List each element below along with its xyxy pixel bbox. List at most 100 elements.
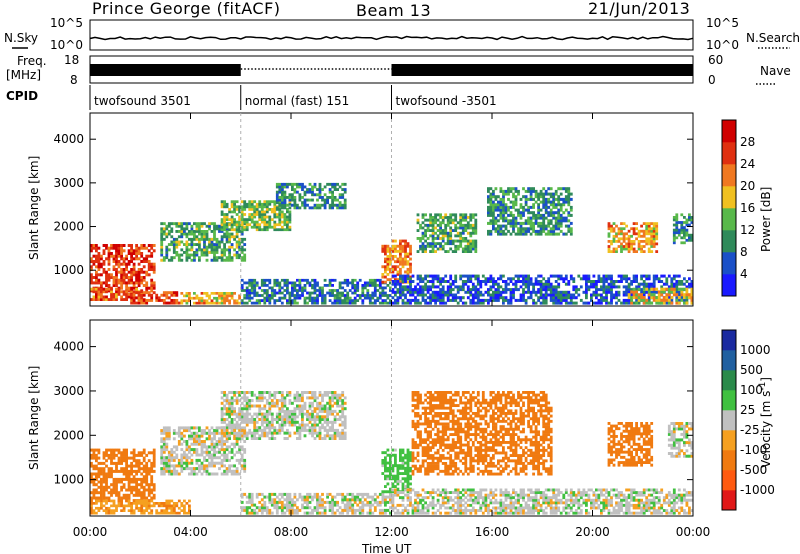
heatmap-cell [162,437,166,441]
heatmap-cell [441,280,445,283]
heatmap-cell [391,301,395,305]
heatmap-cell [461,213,465,217]
heatmap-cell [446,250,450,253]
heatmap-cell [622,290,626,294]
heatmap-cell [162,237,166,241]
heatmap-cell [567,301,571,305]
heatmap-cell [268,278,272,282]
heatmap-cell [127,496,131,500]
heatmap-cell [572,280,576,283]
heatmap-cell [175,453,179,457]
heatmap-cell [258,412,262,416]
heatmap-cell [524,195,528,199]
beam-title: Beam 13 [356,1,431,20]
heatmap-cell [167,472,171,476]
heatmap-cell [273,278,277,282]
heatmap-cell [200,461,204,465]
heatmap-cell [622,298,626,302]
heatmap-cell [137,301,141,305]
heatmap-cell [102,496,106,500]
heatmap-cell [557,195,561,199]
heatmap-cell [301,393,304,397]
heatmap-cell [321,294,324,297]
heatmap-cell [303,286,307,290]
heatmap-cell [532,227,535,231]
heatmap-cell [291,420,294,424]
heatmap-cell [170,456,174,460]
heatmap-cell [258,396,262,400]
heatmap-cell [585,277,588,281]
heatmap-cell [328,281,332,285]
heatmap-cell [683,221,686,224]
heatmap-cell [574,290,578,294]
heatmap-cell [406,270,410,274]
heatmap-cell [652,240,656,243]
heatmap-cell [446,216,450,219]
heatmap-cell [258,407,262,411]
heatmap-cell [288,218,292,221]
heatmap-cell [286,208,289,211]
heatmap-cell [92,464,96,468]
heatmap-cell [238,215,241,219]
heatmap-cell [92,281,96,285]
heatmap-cell [637,301,641,305]
heatmap-cell [258,434,262,438]
heatmap-cell [446,285,450,289]
heatmap-cell [145,289,149,293]
heatmap-cell [115,493,118,497]
heatmap-cell [532,216,535,220]
heatmap-cell [120,504,123,508]
heatmap-cell [637,229,641,233]
heatmap-cell [97,472,101,476]
heatmap-cell [130,506,133,510]
heatmap-cell [112,456,116,460]
heatmap-cell [245,202,249,206]
heatmap-cell [117,491,121,495]
heatmap-cell [235,442,239,446]
heatmap-cell [667,301,671,305]
heatmap-cell [142,502,146,505]
heatmap-cell [672,218,676,222]
heatmap-cell [311,428,314,432]
heatmap-cell [509,211,513,215]
heatmap-cell [504,280,508,283]
heatmap-cell [205,237,209,241]
heatmap-cell [150,262,154,266]
heatmap-cell [95,453,98,457]
heatmap-cell [190,434,194,438]
heatmap-cell [203,292,206,295]
heatmap-cell [361,301,365,305]
heatmap-cell [240,210,244,214]
heatmap-cell [313,193,317,197]
heatmap-cell [424,277,427,281]
heatmap-cell [288,196,292,199]
heatmap-cell [286,431,289,435]
heatmap-cell [399,288,402,292]
heatmap-cell [301,412,304,416]
heatmap-cell [97,506,101,510]
heatmap-cell [120,298,123,301]
heatmap-cell [127,249,131,253]
heatmap-cell [685,296,689,300]
heatmap-cell [361,284,365,287]
heatmap-cell [253,200,257,204]
heatmap-cell [534,200,538,204]
heatmap-cell [286,420,289,424]
heatmap-cell [459,285,463,289]
heatmap-cell [223,253,226,257]
heatmap-cell [283,396,287,400]
heatmap-cell [642,293,646,297]
heatmap-cell [625,290,628,294]
heatmap-cell [439,244,442,248]
heatmap-cell [652,293,656,297]
heatmap-cell [527,227,530,231]
heatmap-cell [454,244,458,248]
heatmap-cell [394,280,397,283]
heatmap-cell [253,404,257,408]
heatmap-cell [630,298,633,302]
heatmap-cell [677,287,681,291]
heatmap-cell [240,237,244,241]
heatmap-cell [97,287,101,291]
heatmap-cell [459,244,463,248]
heatmap-cell [280,415,284,419]
